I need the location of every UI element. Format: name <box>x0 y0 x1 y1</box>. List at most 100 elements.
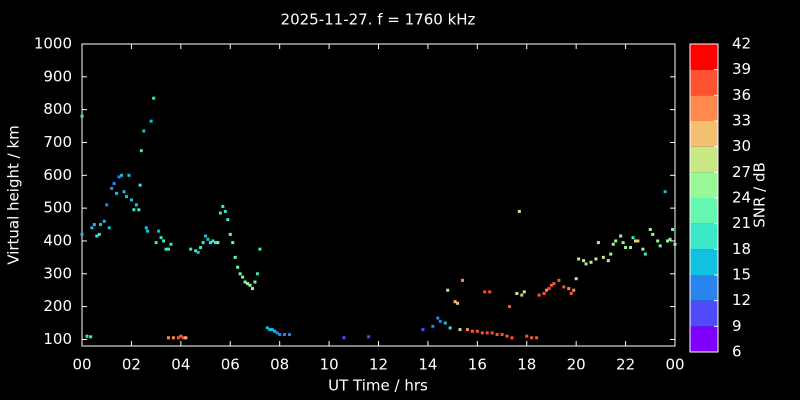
data-point <box>250 287 254 291</box>
data-point <box>668 237 672 241</box>
colorbar-label: SNR / dB <box>751 162 769 228</box>
data-point <box>557 278 561 282</box>
data-point <box>179 334 183 338</box>
data-point <box>97 232 101 236</box>
data-point <box>117 175 121 179</box>
data-point <box>577 257 581 261</box>
data-point <box>656 239 660 243</box>
x-tick-label: 16 <box>468 356 487 374</box>
data-point <box>92 223 96 227</box>
colorbar-tick-label: 6 <box>732 343 742 361</box>
data-point <box>641 247 645 251</box>
y-tick-label: 200 <box>43 297 72 315</box>
data-point <box>213 241 217 245</box>
data-point <box>149 119 153 123</box>
data-point <box>137 208 141 212</box>
data-point <box>549 283 553 287</box>
data-point <box>609 252 613 256</box>
y-tick-label: 1000 <box>34 35 72 53</box>
data-point <box>270 328 274 332</box>
data-point <box>633 239 637 243</box>
data-point <box>582 259 586 263</box>
x-tick-label: 18 <box>517 356 536 374</box>
data-point <box>216 241 220 245</box>
data-point <box>658 244 662 248</box>
data-point <box>547 287 551 291</box>
data-point <box>673 242 677 246</box>
colorbar-swatch <box>690 172 718 198</box>
data-point <box>601 255 605 259</box>
x-tick-label: 00 <box>665 356 684 374</box>
data-point <box>231 241 235 245</box>
data-point <box>248 283 252 287</box>
data-point <box>589 260 593 264</box>
colorbar-swatch <box>690 300 718 327</box>
data-point <box>525 334 529 338</box>
data-point <box>221 204 225 208</box>
data-point <box>265 326 269 330</box>
data-point <box>537 293 541 297</box>
data-point <box>517 209 521 213</box>
data-point <box>562 285 566 289</box>
data-point <box>535 336 539 340</box>
data-point <box>112 182 116 186</box>
y-tick-label: 900 <box>43 67 72 85</box>
data-point <box>584 262 588 266</box>
data-point <box>530 336 534 340</box>
data-point <box>120 173 124 177</box>
data-point <box>171 336 175 340</box>
data-point <box>89 335 93 339</box>
x-tick-label: 14 <box>418 356 437 374</box>
x-tick-label: 00 <box>72 356 91 374</box>
colorbar-tick-label: 21 <box>732 214 751 232</box>
data-point <box>255 272 259 276</box>
data-point <box>129 198 133 202</box>
data-point <box>671 227 675 231</box>
data-point <box>572 288 576 292</box>
data-point <box>275 331 279 335</box>
data-point <box>134 203 138 207</box>
data-point <box>181 336 185 340</box>
data-point <box>138 183 142 187</box>
colorbar-tick-label: 30 <box>732 137 751 155</box>
colorbar-tick-label: 39 <box>732 60 751 78</box>
y-tick-label: 400 <box>43 231 72 249</box>
data-point <box>619 234 623 238</box>
data-point <box>132 208 136 212</box>
x-tick-label: 08 <box>270 356 289 374</box>
data-point <box>80 114 84 118</box>
data-point <box>485 331 489 335</box>
x-tick-label: 10 <box>320 356 339 374</box>
data-point <box>552 282 556 286</box>
data-point <box>421 328 425 332</box>
data-point <box>567 287 571 291</box>
data-point <box>157 229 161 233</box>
data-point <box>176 336 180 340</box>
data-point <box>461 278 465 282</box>
data-point <box>223 209 227 213</box>
data-point <box>102 219 106 223</box>
data-point <box>164 247 168 251</box>
x-tick-label: 20 <box>567 356 586 374</box>
y-tick-label: 300 <box>43 264 72 282</box>
data-point <box>243 280 247 284</box>
data-point <box>145 229 149 233</box>
data-point <box>211 239 215 243</box>
data-point <box>236 265 240 269</box>
data-point <box>520 293 524 297</box>
data-point <box>169 242 173 246</box>
data-point <box>139 149 143 153</box>
data-point <box>194 249 198 253</box>
data-point <box>127 173 131 177</box>
colorbar-swatch <box>690 275 718 301</box>
data-point <box>453 300 457 304</box>
data-point <box>500 333 504 337</box>
y-tick-label: 100 <box>43 330 72 348</box>
data-point <box>456 301 460 305</box>
data-point <box>483 290 487 294</box>
colorbar-tick-label: 15 <box>732 266 751 284</box>
data-point <box>515 291 519 295</box>
data-point <box>666 239 670 243</box>
data-point <box>629 246 633 250</box>
data-point <box>458 328 462 332</box>
